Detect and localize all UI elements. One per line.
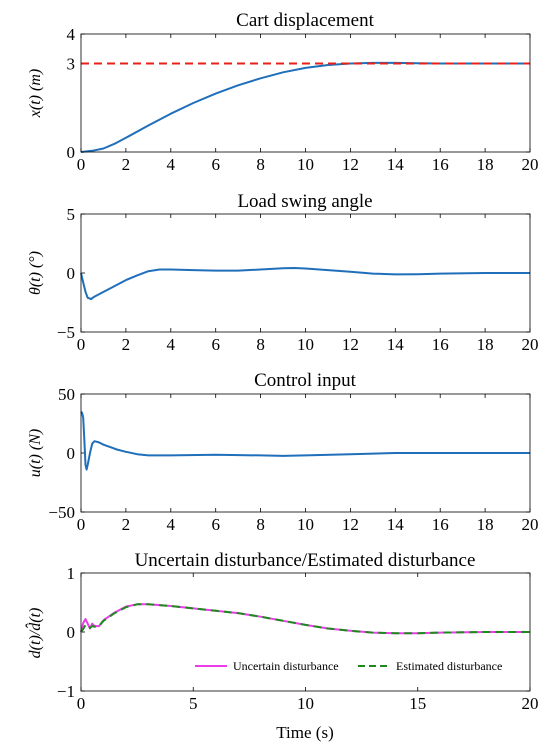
x-tick-label: 12 [342, 155, 359, 174]
x-tick-label: 15 [409, 694, 426, 713]
x-tick-label: 20 [522, 694, 539, 713]
x-tick-label: 20 [522, 155, 539, 174]
x-tick-label: 16 [432, 515, 449, 534]
y-tick-label: −1 [57, 682, 75, 701]
x-tick-label: 2 [122, 155, 131, 174]
y-tick-label: 0 [67, 623, 76, 642]
y-tick-label: 5 [67, 205, 76, 224]
panel-cart-displacement: Cart displacement x(t) (m) 0 2 4 6 8 10 12 14 16… [27, 10, 539, 174]
y-axis-label: x(t) (m) [27, 69, 44, 118]
x-tick-label: 12 [342, 515, 359, 534]
y-tick-label: 3 [67, 55, 76, 74]
x-tick-label: 5 [189, 694, 198, 713]
x-tick-label: 6 [211, 335, 220, 354]
x-tick-label: 4 [167, 335, 176, 354]
panel-title: Cart displacement [236, 10, 374, 31]
x-tick-label: 6 [211, 155, 220, 174]
x-tick-label: 14 [387, 155, 405, 174]
x-tick-label: 10 [297, 694, 314, 713]
series-line-1 [80, 603, 530, 635]
y-tick-label: −50 [48, 503, 75, 522]
panel-load-swing-angle: Load swing angle θ(t) (°) 0 2 4 6 8 10 12 14 16 1… [27, 191, 539, 354]
x-tick-label: 18 [477, 335, 494, 354]
x-tick-label: 20 [522, 515, 539, 534]
y-tick-label: 0 [67, 264, 76, 283]
x-axis-label: Time (s) [276, 723, 333, 742]
x-tick-label: 12 [342, 335, 359, 354]
plot-frame [80, 213, 531, 333]
x-tick-label: 10 [297, 515, 314, 534]
plot-frame [80, 393, 531, 513]
x-tick-label: 8 [256, 155, 265, 174]
panel-title: Control input [254, 370, 357, 391]
legend-label-uncertain: Uncertain disturbance [233, 659, 339, 673]
x-tick-label: 8 [256, 515, 265, 534]
series-line-0 [80, 603, 530, 635]
y-axis-label: u(t) (N) [27, 429, 44, 477]
series-line-0 [80, 61, 530, 153]
panel-title: Uncertain disturbance/Estimated disturba… [135, 550, 476, 571]
x-tick-label: 2 [122, 515, 131, 534]
plot-frame [80, 33, 531, 153]
x-tick-label: 18 [477, 155, 494, 174]
series-line-0 [80, 411, 530, 471]
x-tick-label: 10 [297, 335, 314, 354]
plot-frame [80, 572, 531, 692]
x-tick-label: 4 [167, 155, 176, 174]
y-tick-label: 1 [67, 564, 76, 583]
x-tick-label: 0 [77, 335, 86, 354]
x-tick-label: 18 [477, 515, 494, 534]
x-tick-label: 14 [387, 335, 405, 354]
y-tick-label: 0 [67, 444, 76, 463]
series-line-0 [80, 267, 530, 300]
legend: Uncertain disturbance Estimated disturba… [195, 659, 502, 673]
y-tick-label: 50 [58, 385, 75, 404]
x-tick-label: 0 [77, 515, 86, 534]
legend-label-estimated: Estimated disturbance [396, 659, 502, 673]
x-tick-label: 16 [432, 335, 449, 354]
x-tick-label: 14 [387, 515, 405, 534]
x-tick-label: 10 [297, 155, 314, 174]
x-tick-label: 16 [432, 155, 449, 174]
x-tick-label: 0 [77, 155, 86, 174]
y-tick-label: 0 [67, 143, 76, 162]
x-tick-label: 6 [211, 515, 220, 534]
y-tick-label: −5 [57, 323, 75, 342]
x-tick-label: 2 [122, 335, 131, 354]
y-tick-label: 4 [67, 25, 76, 44]
y-axis-label: θ(t) (°) [27, 251, 44, 295]
panel-title: Load swing angle [237, 191, 372, 212]
x-tick-label: 4 [167, 515, 176, 534]
y-axis-label: d(t)/d̂(t) [25, 608, 44, 659]
panel-control-input: Control input u(t) (N) 0 2 4 6 8 10 12 14 16 18 20… [27, 370, 539, 534]
x-tick-label: 8 [256, 335, 265, 354]
panel-disturbance: Uncertain disturbance/Estimated disturba… [25, 550, 539, 742]
x-tick-label: 0 [77, 694, 86, 713]
x-tick-label: 20 [522, 335, 539, 354]
